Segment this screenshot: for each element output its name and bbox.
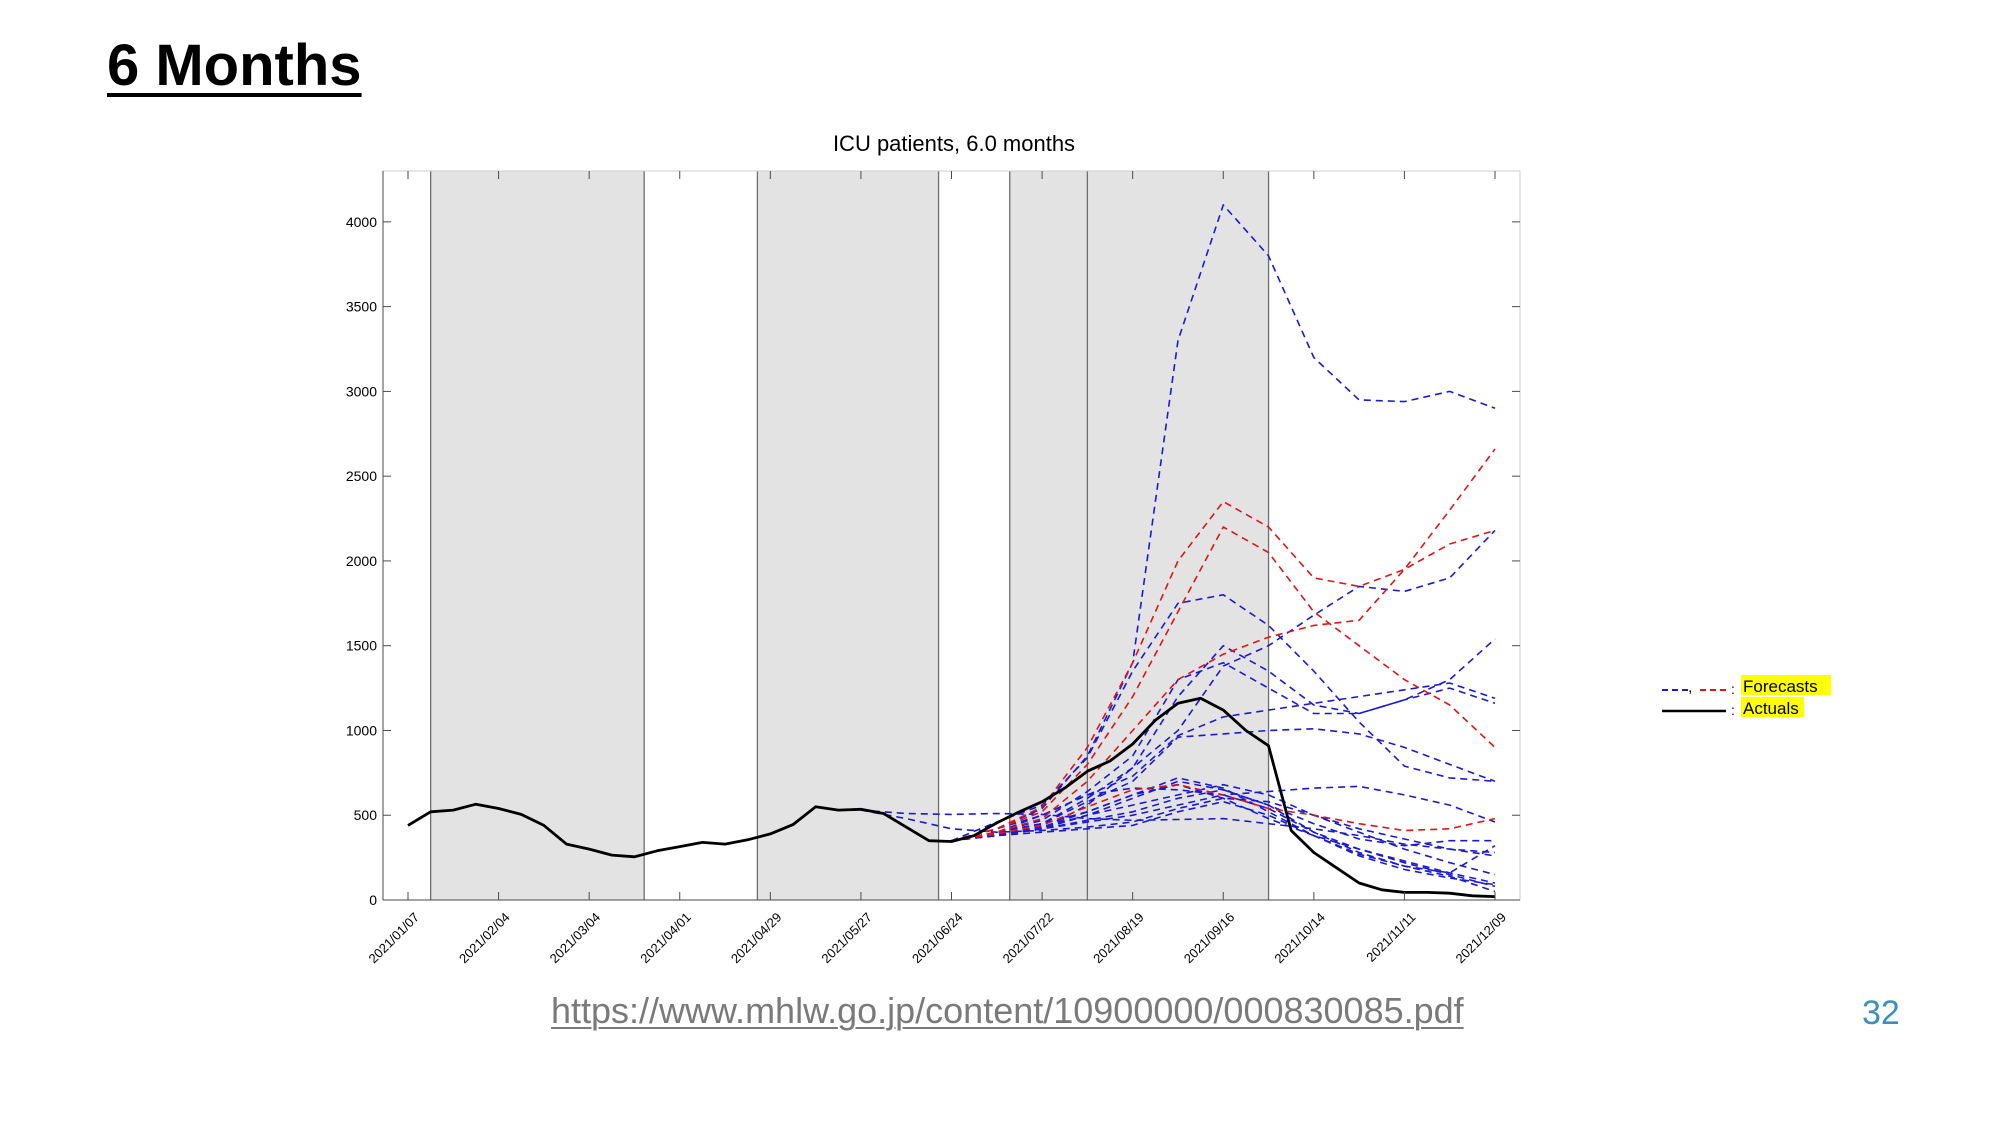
- shaded-period-2: [757, 171, 939, 900]
- x-tick-label-1: 2021/01/07: [365, 910, 422, 967]
- forecast-line-10: [951, 783, 1496, 876]
- shaded-period-3: [1009, 171, 1088, 900]
- forecast-series: [860, 204, 1496, 893]
- forecast-line-5: [951, 644, 1496, 842]
- forecast-line-21: [951, 783, 1496, 842]
- page-number: 32: [1862, 994, 1900, 1032]
- shaded-period-1: [430, 171, 645, 900]
- y-tick-label-1500: 1500: [346, 638, 377, 654]
- legend-actual-highlight: [1741, 697, 1804, 717]
- forecast-line-4: [951, 593, 1496, 842]
- x-tick-label-9: 2021/08/19: [1090, 910, 1147, 967]
- x-tick-label-6: 2021/05/27: [818, 910, 875, 967]
- actuals-line: [407, 696, 1496, 898]
- x-tick-label-2: 2021/02/04: [456, 910, 513, 967]
- chart-title: ICU patients, 6.0 months: [833, 131, 1075, 156]
- chart-legend: , : Forecasts : Actuals: [1662, 675, 1831, 718]
- forecast-line-16: [951, 780, 1495, 847]
- x-tick-label-13: 2021/12/09: [1452, 910, 1509, 967]
- y-tick-label-1000: 1000: [346, 722, 377, 738]
- forecast-line-6: [951, 529, 1496, 842]
- x-tick-label-3: 2021/03/04: [547, 910, 604, 967]
- x-tick-label-4: 2021/04/01: [637, 910, 694, 967]
- legend-forecast-highlight: [1741, 675, 1831, 695]
- source-link[interactable]: https://www.mhlw.go.jp/content/10900000/…: [551, 990, 1464, 1031]
- x-tick-label-11: 2021/10/14: [1271, 910, 1328, 967]
- y-tick-label-500: 500: [354, 807, 378, 823]
- x-tick-label-12: 2021/11/11: [1363, 910, 1418, 965]
- forecast-line-20: [951, 448, 1496, 842]
- y-tick-label-4000: 4000: [346, 214, 377, 230]
- y-tick-label-3500: 3500: [346, 299, 377, 315]
- x-tick-label-7: 2021/06/24: [909, 910, 966, 967]
- y-tick-label-2000: 2000: [346, 553, 377, 569]
- y-tick-label-2500: 2500: [346, 468, 377, 484]
- forecast-line-1: [860, 809, 1496, 854]
- forecast-line-3: [951, 682, 1496, 842]
- forecast-line-7: [951, 204, 1496, 842]
- x-tick-label-10: 2021/09/16: [1181, 910, 1238, 967]
- forecast-line-17: [951, 777, 1496, 874]
- forecast-line-9: [951, 727, 1496, 842]
- y-tick-label-3000: 3000: [346, 383, 377, 399]
- legend-forecast-label: Forecasts: [1743, 677, 1818, 696]
- forecast-line-19: [951, 526, 1496, 842]
- slide-title: 6 Months: [107, 33, 362, 98]
- legend-actual-label: Actuals: [1743, 699, 1799, 718]
- forecast-line-18: [951, 500, 1496, 842]
- x-tick-label-8: 2021/07/22: [1000, 910, 1057, 967]
- legend-forecast-separator: :: [1731, 681, 1735, 697]
- x-tick-label-5: 2021/04/29: [728, 910, 785, 967]
- y-tick-label-0: 0: [369, 892, 377, 908]
- forecast-line-14: [951, 800, 1496, 886]
- forecast-line-13: [951, 783, 1496, 884]
- actuals-series: [407, 696, 1496, 898]
- legend-forecast-comma: ,: [1688, 679, 1692, 696]
- legend-actual-separator: :: [1731, 702, 1735, 718]
- forecast-line-8: [951, 638, 1496, 842]
